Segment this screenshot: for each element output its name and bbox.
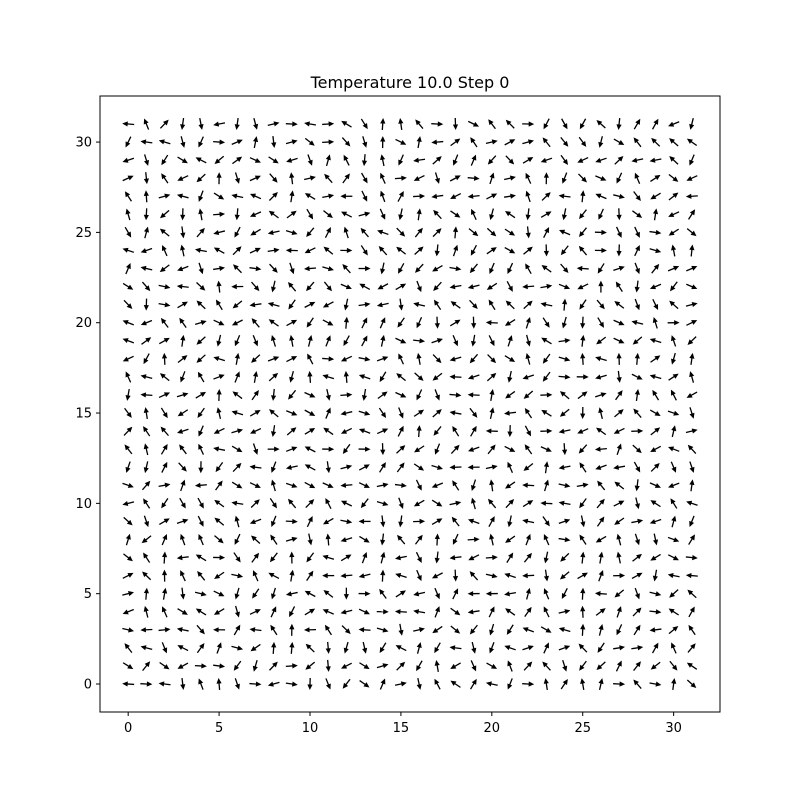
y-tick-label: 10 (75, 497, 92, 512)
y-tick-label: 15 (75, 407, 92, 422)
chart-title: Temperature 10.0 Step 0 (310, 73, 510, 92)
y-tick-label: 30 (75, 136, 92, 151)
y-tick-label: 25 (75, 226, 92, 241)
x-tick-label: 5 (215, 721, 223, 736)
y-tick-label: 0 (84, 678, 92, 693)
x-tick-label: 25 (574, 721, 591, 736)
x-tick-label: 0 (124, 721, 132, 736)
x-tick-label: 30 (665, 721, 682, 736)
x-tick-label: 15 (393, 721, 410, 736)
y-tick-label: 20 (75, 316, 92, 331)
x-tick-label: 20 (484, 721, 501, 736)
x-tick-label: 10 (302, 721, 319, 736)
y-tick-label: 5 (84, 587, 92, 602)
